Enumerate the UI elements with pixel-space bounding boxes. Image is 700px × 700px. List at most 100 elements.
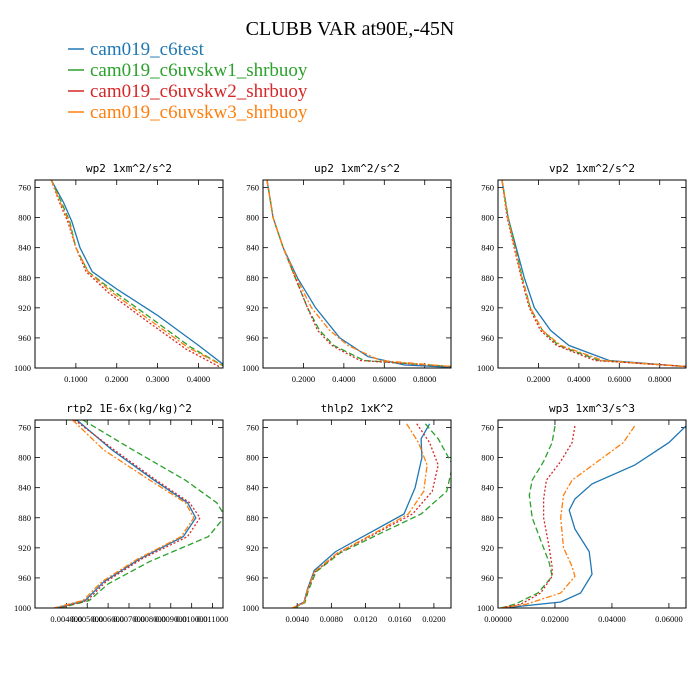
x-tick-label: 0.00000: [484, 614, 512, 624]
y-tick-label: 960: [481, 333, 494, 343]
series-line-0: [292, 423, 431, 608]
plot-frame: [262, 179, 452, 369]
x-tick-label: 0.1000: [64, 374, 87, 384]
series-line-1: [293, 423, 451, 608]
x-tick-label: 0.2000: [105, 374, 128, 384]
y-tick-label: 960: [18, 333, 31, 343]
series-line-2: [57, 420, 201, 608]
panel-2: vp2 1xm^2/s^2 760 800 840 880 920 960 1000 0.200…: [477, 162, 687, 384]
y-tick-label: 960: [246, 573, 259, 583]
x-tick-label: 0.0080: [320, 614, 343, 624]
legend-label-3: cam019_c6uvskw3_shrbuoy: [90, 102, 308, 123]
y-tick-label: 800: [481, 453, 494, 463]
y-tick-label: 880: [18, 513, 31, 523]
y-tick-label: 800: [18, 453, 31, 463]
y-tick-label: 840: [481, 243, 494, 253]
x-tick-label: 0.011000: [197, 614, 229, 624]
series-line-3: [291, 423, 428, 608]
series-line-1: [50, 180, 223, 367]
y-tick-label: 760: [481, 423, 494, 433]
y-tick-label: 760: [481, 183, 494, 193]
legend-label-0: cam019_c6test: [90, 39, 205, 60]
y-tick-label: 840: [481, 483, 494, 493]
plot-frame: [34, 179, 224, 369]
panel-title-1: up2 1xm^2/s^2: [314, 162, 400, 175]
y-tick-label: 1000: [242, 363, 259, 373]
panel-4: thlp2 1xK^2 760 800 840 880 920 960 1000 0.0040 0…: [242, 402, 452, 624]
x-tick-label: 0.005000: [71, 614, 103, 624]
x-tick-label: 0.009000: [155, 614, 187, 624]
series-line-3: [266, 180, 451, 368]
series-line-3: [501, 180, 686, 368]
x-tick-label: 0.2000: [527, 374, 550, 384]
x-tick-label: 0.8000: [413, 374, 436, 384]
x-tick-label: 0.004000: [50, 614, 82, 624]
y-tick-label: 960: [246, 333, 259, 343]
series-line-1: [500, 425, 556, 608]
panels: wp2 1xm^2/s^2 760 800 840 880 920 960 1000 0.100…: [14, 162, 687, 624]
plot-frame: [34, 419, 224, 609]
y-tick-label: 960: [481, 573, 494, 583]
series-line-0: [50, 180, 223, 365]
x-tick-label: 0.0040: [285, 614, 308, 624]
panel-title-2: vp2 1xm^2/s^2: [549, 162, 635, 175]
y-tick-label: 840: [18, 243, 31, 253]
panel-3: rtp2 1E-6x(kg/kg)^2 760 800 840 880 920 960 100…: [14, 402, 228, 624]
y-tick-label: 880: [246, 273, 259, 283]
panel-0: wp2 1xm^2/s^2 760 800 840 880 920 960 1000 0.100…: [14, 162, 224, 384]
plot-frame: [497, 179, 687, 369]
series-line-2: [50, 180, 220, 368]
y-tick-label: 760: [246, 423, 259, 433]
y-tick-label: 880: [481, 513, 494, 523]
panel-title-4: thlp2 1xK^2: [321, 402, 394, 415]
figure-title: CLUBB VAR at90E,-45N: [246, 18, 455, 40]
y-tick-label: 1000: [14, 603, 31, 613]
y-tick-label: 840: [246, 243, 259, 253]
x-tick-label: 0.06000: [655, 614, 683, 624]
x-tick-label: 0.02000: [541, 614, 569, 624]
series-line-2: [292, 423, 439, 608]
x-tick-label: 0.2000: [292, 374, 315, 384]
x-tick-label: 0.4000: [567, 374, 590, 384]
x-tick-label: 0.008000: [134, 614, 166, 624]
series-line-2: [501, 180, 686, 368]
x-tick-label: 0.04000: [598, 614, 626, 624]
y-tick-label: 920: [481, 543, 494, 553]
y-tick-label: 840: [246, 483, 259, 493]
y-tick-label: 760: [18, 423, 31, 433]
y-tick-label: 800: [246, 453, 259, 463]
x-tick-label: 0.0160: [388, 614, 411, 624]
y-tick-label: 960: [18, 573, 31, 583]
y-tick-label: 920: [246, 543, 259, 553]
y-tick-label: 880: [481, 273, 494, 283]
x-tick-label: 0.4000: [332, 374, 355, 384]
panel-1: up2 1xm^2/s^2 760 800 840 880 920 960 1000 0.200…: [242, 162, 452, 384]
panel-title-3: rtp2 1E-6x(kg/kg)^2: [66, 402, 192, 415]
series-line-0: [55, 420, 197, 608]
panel-title-0: wp2 1xm^2/s^2: [86, 162, 172, 175]
y-tick-label: 920: [18, 303, 31, 313]
x-tick-label: 0.4000: [187, 374, 210, 384]
legend-label-2: cam019_c6uvskw2_shrbuoy: [90, 81, 308, 102]
panel-5: wp3 1xm^3/s^3 760 800 840 880 920 960 10000.000…: [477, 402, 687, 624]
y-tick-label: 800: [246, 213, 259, 223]
x-tick-label: 0.3000: [146, 374, 169, 384]
y-tick-label: 1000: [242, 603, 259, 613]
panel-title-5: wp3 1xm^3/s^3: [549, 402, 635, 415]
legend-label-1: cam019_c6uvskw1_shrbuoy: [90, 60, 308, 81]
y-tick-label: 920: [18, 543, 31, 553]
legend: cam019_c6testcam019_c6uvskw1_shrbuoycam0…: [68, 39, 308, 123]
series-line-0: [503, 425, 686, 608]
series-line-3: [500, 425, 636, 608]
x-tick-label: 0.0120: [354, 614, 377, 624]
y-tick-label: 800: [481, 213, 494, 223]
y-tick-label: 880: [246, 513, 259, 523]
x-tick-label: 0.0200: [422, 614, 445, 624]
x-tick-label: 0.6000: [608, 374, 631, 384]
x-tick-label: 0.8000: [648, 374, 671, 384]
x-tick-label: 0.6000: [373, 374, 396, 384]
y-tick-label: 920: [246, 303, 259, 313]
plot-frame: [262, 419, 452, 609]
x-tick-label: 0.010000: [176, 614, 208, 624]
